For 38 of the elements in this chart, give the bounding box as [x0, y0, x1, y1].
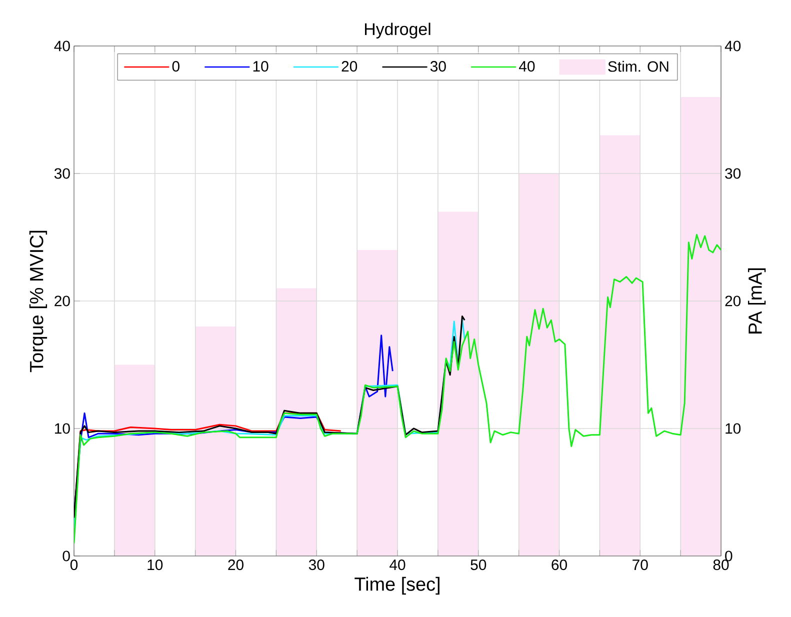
y2-tick-label: 40 [724, 40, 741, 52]
y2-tick-label: 20 [725, 296, 741, 306]
x-tick-label: 0 [70, 560, 78, 570]
legend-label: 0 [172, 61, 180, 72]
y2-axis-title: PA [mA] [748, 268, 766, 334]
legend-label: 20 [342, 61, 358, 72]
legend-label: 30 [430, 61, 446, 72]
legend-label: 10 [253, 61, 268, 72]
bar [518, 173, 560, 556]
y2-tick-label: 10 [726, 423, 741, 434]
x-tick-label: 50 [470, 560, 486, 570]
legend-label: 40 [519, 61, 535, 72]
legend-label: Stim. ON [608, 60, 668, 72]
bar [276, 288, 317, 556]
bar [195, 326, 236, 556]
y2-tick-label: 30 [725, 168, 741, 179]
bar [114, 364, 155, 556]
y2-tick-label: 0 [725, 550, 732, 562]
y-tick-label: 20 [54, 296, 70, 306]
bar [680, 96, 722, 556]
y-tick-label: 10 [55, 423, 70, 434]
chart-title: Hydrogel [365, 22, 430, 38]
line-series [74, 234, 722, 544]
bar [357, 250, 398, 556]
x-tick-label: 70 [632, 560, 648, 570]
bar [600, 135, 640, 556]
x-tick-label: 10 [148, 560, 163, 570]
y-tick-label: 30 [54, 168, 70, 179]
x-tick-label: 20 [228, 560, 244, 570]
x-tick-label: 60 [552, 560, 567, 570]
y-axis-title: Torque [% MVIC] [29, 230, 48, 372]
y-tick-label: 40 [54, 40, 70, 52]
y-tick-label: 0 [62, 550, 70, 562]
bar [438, 212, 478, 556]
x-tick-label: 80 [713, 560, 729, 570]
x-axis-title: Time [sec] [354, 576, 440, 595]
x-tick-label: 30 [308, 560, 324, 570]
x-tick-label: 40 [390, 560, 406, 570]
